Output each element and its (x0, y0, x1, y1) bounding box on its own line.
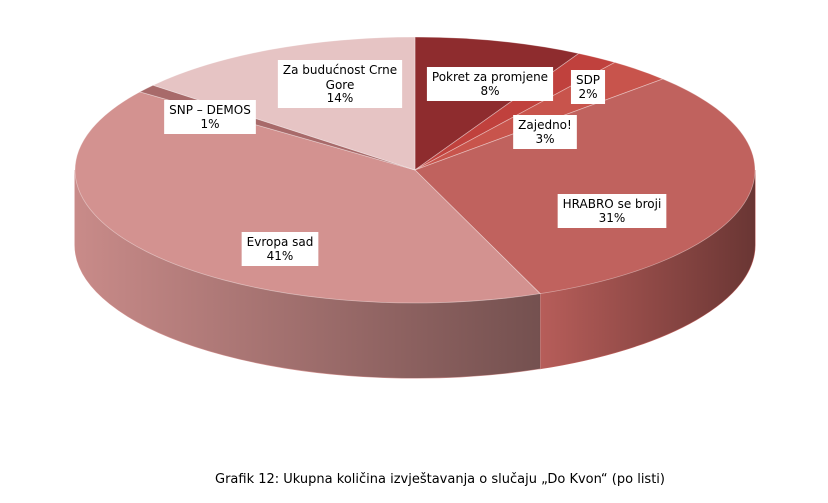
label-value: 8% (480, 84, 499, 98)
label-box (277, 60, 403, 108)
slice-side-shade (75, 170, 541, 379)
label-value: 31% (599, 211, 626, 225)
label-name: HRABRO se broji (563, 197, 662, 211)
label-name: Za budućnost Crne Gore (283, 63, 397, 92)
label-value: 1% (200, 117, 219, 131)
slice (74, 91, 542, 304)
label-box (426, 67, 554, 101)
label-box (164, 100, 256, 134)
label-value: 41% (267, 249, 294, 263)
label-box (557, 194, 667, 228)
label-name: Pokret za promjene (432, 70, 548, 84)
label-box (570, 70, 606, 104)
slice (414, 53, 616, 171)
label-value: 2% (578, 87, 597, 101)
slice-side-shade (540, 170, 755, 369)
label-name: Zajedno! (518, 118, 572, 132)
label-box (241, 232, 319, 266)
chart-caption: Grafik 12: Ukupna količina izvještavanja… (215, 472, 665, 487)
data-label: Zajedno!3% (513, 115, 577, 149)
label-name: Evropa sad (247, 235, 314, 249)
label-name: SNP – DEMOS (169, 103, 251, 117)
label-name: SDP (576, 73, 600, 87)
label-value: 14% (327, 91, 354, 105)
label-value: 3% (535, 132, 554, 146)
slice (414, 78, 756, 295)
label-box (513, 115, 577, 149)
